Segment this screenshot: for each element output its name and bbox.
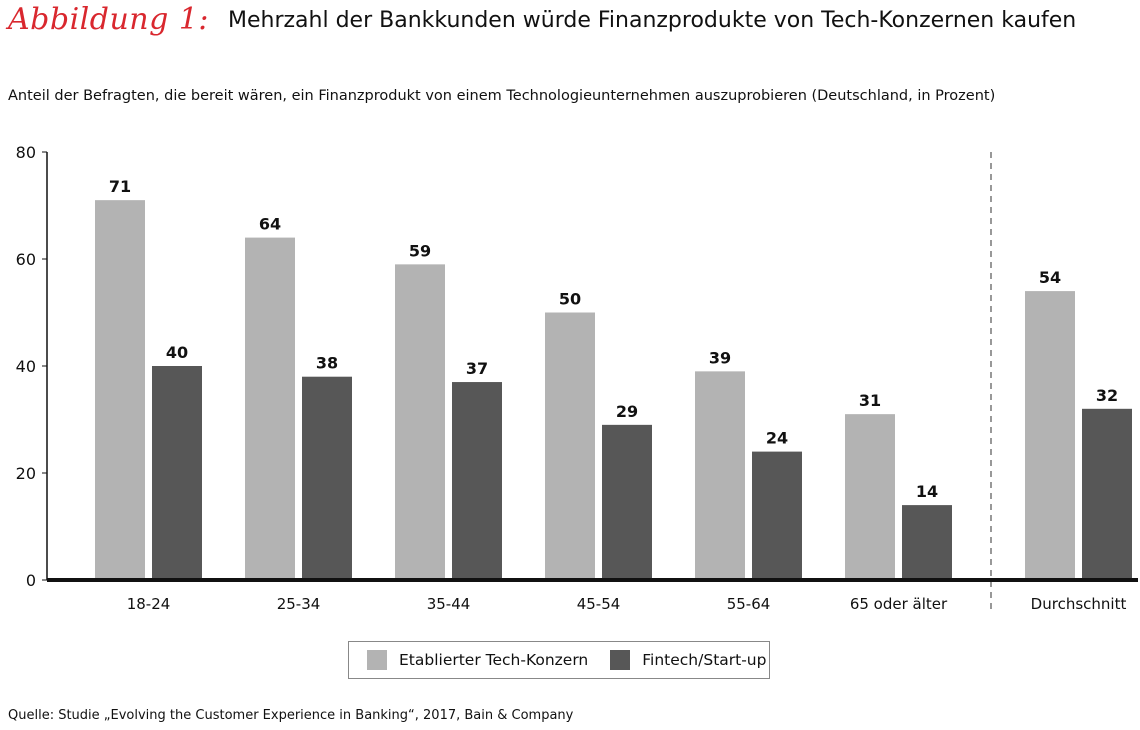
data-label: 39 <box>709 348 731 367</box>
figure-label: Abbildung 1: <box>8 2 210 37</box>
legend-swatch-series-a <box>367 650 387 670</box>
x-tick-label: Durchschnitt <box>1031 595 1127 613</box>
x-tick-label: 65 oder älter <box>850 595 948 613</box>
data-label: 59 <box>409 241 431 260</box>
legend-label-series-b: Fintech/Start-up <box>642 651 767 669</box>
data-label: 50 <box>559 290 581 309</box>
bar-tech-konzern <box>545 312 595 580</box>
bar-tech-konzern <box>1025 291 1075 580</box>
figure-title: Mehrzahl der Bankkunden würde Finanzprod… <box>228 8 1077 33</box>
data-label: 24 <box>766 429 788 448</box>
x-tick-label: 35-44 <box>427 595 471 613</box>
x-tick-label: 55-64 <box>727 595 771 613</box>
bar-tech-konzern <box>245 237 295 580</box>
x-tick-label: 18-24 <box>127 595 171 613</box>
bar-tech-konzern <box>95 200 145 580</box>
bar-tech-konzern <box>695 371 745 580</box>
legend-swatch-series-b <box>610 650 631 670</box>
chart-subtitle: Anteil der Befragten, die bereit wären, … <box>8 88 996 104</box>
data-label: 40 <box>166 343 188 362</box>
y-tick-label: 20 <box>16 464 36 483</box>
y-tick-label: 60 <box>16 250 36 269</box>
bar-fintech <box>302 376 352 580</box>
bar-fintech <box>452 382 502 580</box>
source-note: Quelle: Studie „Evolving the Customer Ex… <box>8 708 574 723</box>
x-tick-label: 25-34 <box>277 595 321 613</box>
legend-item-series-b: Fintech/Start-up <box>610 650 766 670</box>
bar-fintech <box>752 451 802 580</box>
legend-label-series-a: Etablierter Tech-Konzern <box>399 651 589 669</box>
bar-fintech <box>152 366 202 580</box>
legend-item-series-a: Etablierter Tech-Konzern <box>367 650 588 670</box>
y-tick-label: 80 <box>16 143 36 162</box>
data-label: 54 <box>1039 268 1061 287</box>
data-label: 38 <box>316 354 338 373</box>
data-label: 31 <box>859 391 881 410</box>
data-label: 64 <box>259 215 281 234</box>
chart-legend: Etablierter Tech-Konzern Fintech/Start-u… <box>348 641 770 679</box>
x-tick-label: 45-54 <box>577 595 621 613</box>
bar-chart: 0 20 40 60 80 71 40 18-24 64 38 25-34 59 37 35-44 50 29… <box>16 143 1138 613</box>
y-tick-label: 40 <box>16 357 36 376</box>
data-label: 37 <box>466 359 488 378</box>
bar-fintech <box>902 505 952 580</box>
data-label: 29 <box>616 402 638 421</box>
data-label: 14 <box>916 482 938 501</box>
bar-fintech <box>602 424 652 580</box>
y-tick-label: 0 <box>26 571 36 590</box>
bar-tech-konzern <box>845 414 895 580</box>
bar-tech-konzern <box>395 264 445 580</box>
data-label: 71 <box>109 177 131 196</box>
data-label: 32 <box>1096 386 1118 405</box>
bar-fintech <box>1082 408 1132 580</box>
